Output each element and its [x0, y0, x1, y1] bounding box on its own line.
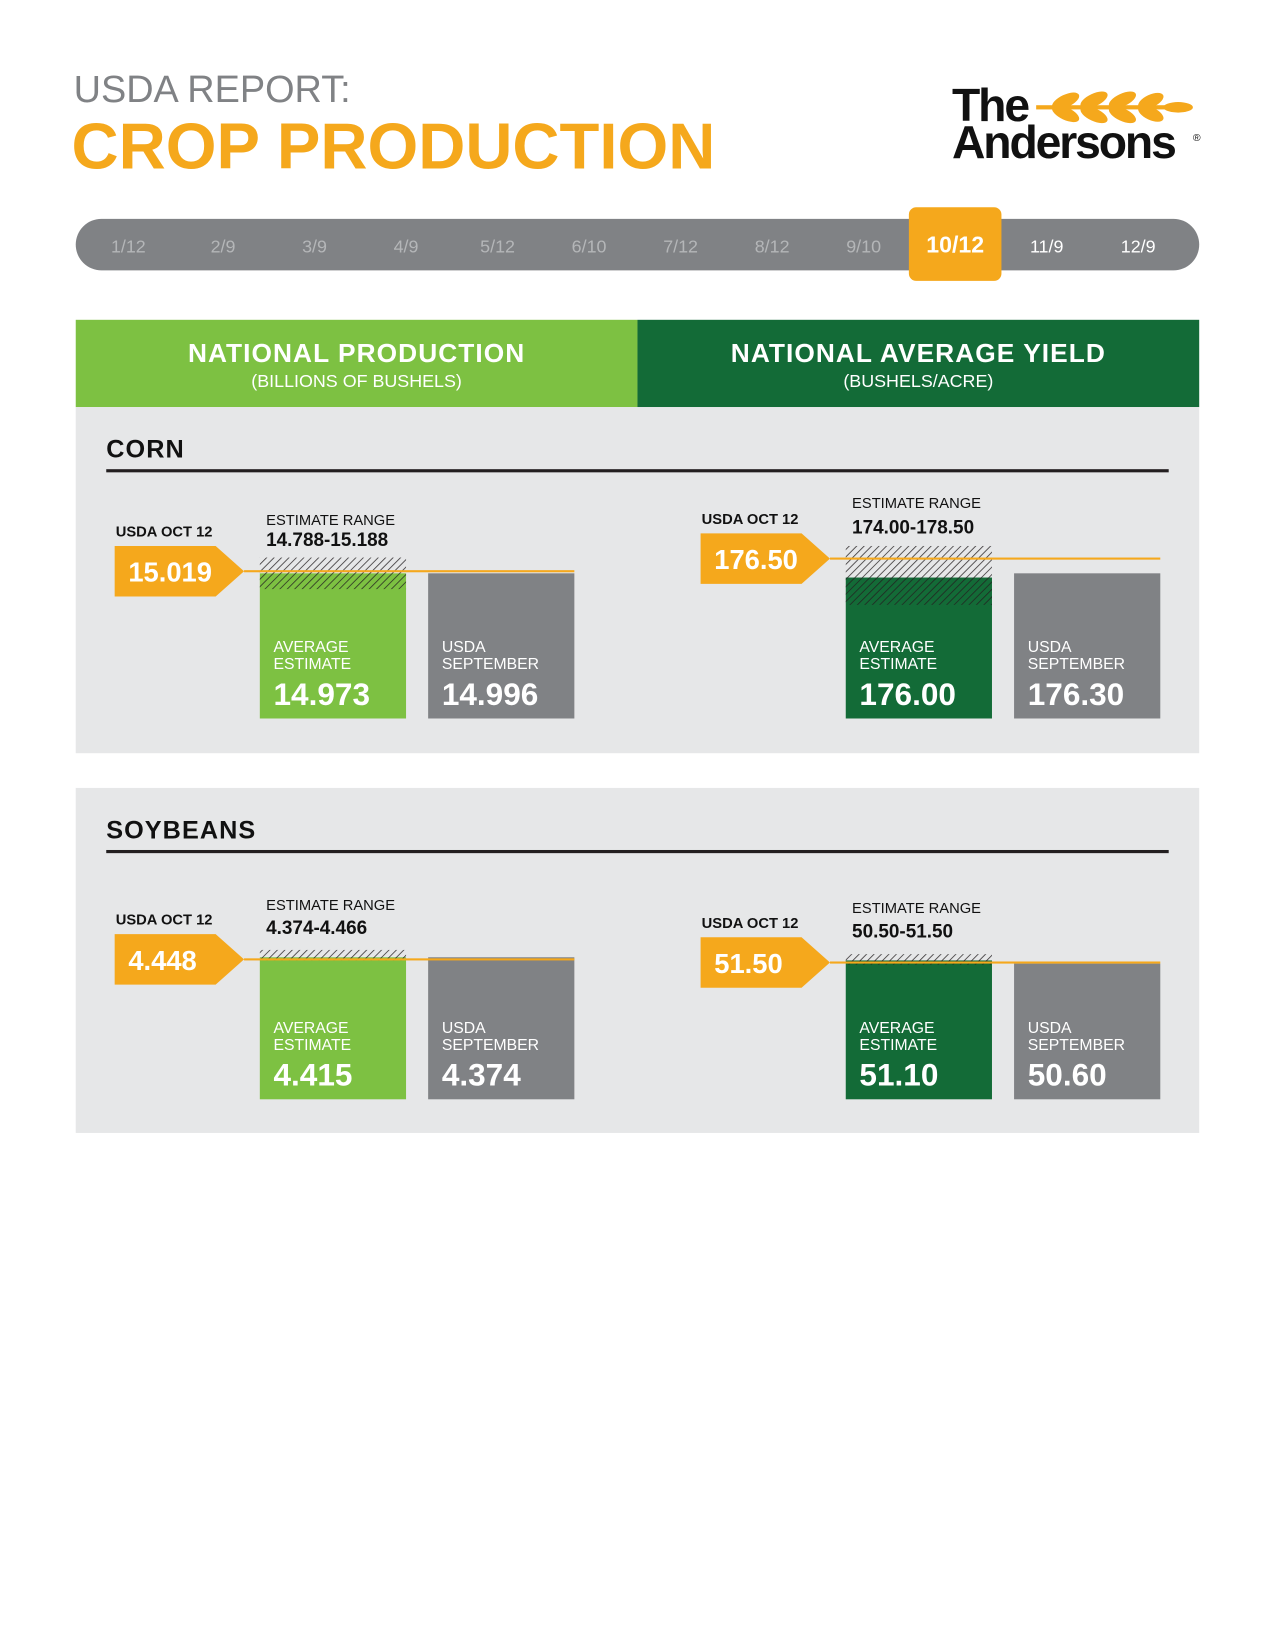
column-title: NATIONAL AVERAGE YIELD [731, 338, 1106, 368]
section-rule [106, 469, 1169, 473]
column-unit: (BUSHELS/ACRE) [843, 371, 993, 391]
panel: 4.448 USDA OCT 12 ESTIMATE RANGE 4.374-4.46… [114, 898, 575, 1100]
usda-september-bar [1014, 963, 1161, 1100]
bar-value: 51.10 [859, 1057, 938, 1093]
usda-line [244, 570, 575, 573]
usda-september-bar [428, 573, 575, 719]
section-title: SOYBEANS [106, 816, 256, 844]
bar-label: USDA [442, 639, 486, 656]
bar-value: 176.00 [859, 676, 956, 712]
bar-label: SEPTEMBER [442, 1037, 539, 1054]
range-label: ESTIMATE RANGE [266, 898, 395, 914]
bar-label: SEPTEMBER [1028, 656, 1125, 673]
usda-line [244, 958, 575, 961]
panel: 51.50 USDA OCT 12 ESTIMATE RANGE 50.50-51.5… [700, 901, 1161, 1100]
range-value: 4.374-4.466 [266, 918, 367, 939]
range-value: 50.50-51.50 [852, 921, 953, 942]
timeline-date: 11/9 [1030, 236, 1064, 256]
timeline-date: 3/9 [302, 236, 327, 256]
column-title: NATIONAL PRODUCTION [188, 338, 525, 368]
timeline-date: 8/12 [755, 236, 790, 256]
timeline-date: 5/12 [480, 236, 515, 256]
usda-arrow [114, 545, 245, 597]
bar-label: AVERAGE [274, 639, 349, 656]
usda-label: USDA OCT 12 [702, 512, 799, 528]
usda-september-bar [428, 957, 575, 1100]
bar-label: ESTIMATE [859, 1037, 937, 1054]
timeline-date: 12/9 [1121, 236, 1156, 256]
column-header [637, 319, 1200, 408]
timeline-date: 1/12 [111, 236, 146, 256]
timeline: 1/12 2/9 3/9 4/9 5/12 6/10 7/12 8/12 9/10 10/12 11… [111, 207, 1156, 281]
timeline-date: 4/9 [394, 236, 419, 256]
timeline-date: 2/9 [211, 236, 236, 256]
timeline-date: 10/12 [926, 231, 984, 257]
title: CROP PRODUCTION [72, 109, 716, 182]
usda-september-bar [1014, 573, 1161, 719]
usda-arrow [114, 934, 245, 985]
panel: 176.50 USDA OCT 12 ESTIMATE RANGE 174.00-17… [700, 496, 1161, 719]
estimate-range-hatch [259, 557, 407, 590]
range-label: ESTIMATE RANGE [852, 901, 981, 917]
usda-value: 176.50 [714, 544, 798, 575]
timeline-date: 7/12 [663, 236, 698, 256]
usda-line [829, 557, 1161, 560]
average-estimate-bar [845, 960, 992, 1100]
bar-value: 176.30 [1028, 676, 1125, 712]
bar-label: USDA [442, 1020, 486, 1037]
range-value: 174.00-178.50 [852, 517, 974, 538]
bar-label: AVERAGE [859, 639, 934, 656]
wheat-icon [1036, 91, 1193, 124]
bar-label: AVERAGE [274, 1020, 349, 1037]
usda-label: USDA OCT 12 [116, 913, 213, 929]
usda-value: 4.448 [128, 945, 196, 976]
active-date-box [908, 207, 1002, 281]
average-estimate-bar [259, 957, 407, 1100]
logo-text: The [952, 79, 1029, 131]
bar-value: 14.996 [442, 676, 539, 712]
section-title: CORN [106, 436, 185, 464]
section-rule [106, 849, 1169, 854]
bar-value: 4.374 [442, 1057, 521, 1093]
usda-line [829, 961, 1161, 964]
panel: 15.019 USDA OCT 12 ESTIMATE RANGE14.788-15… [114, 513, 575, 719]
estimate-range-hatch [845, 954, 992, 965]
usda-arrow [700, 937, 830, 988]
bar-value: 14.973 [274, 676, 371, 712]
bar-value: 4.415 [274, 1057, 353, 1093]
usda-label: USDA OCT 12 [702, 916, 799, 932]
bar-value: 50.60 [1028, 1057, 1107, 1093]
bar-label: ESTIMATE [859, 656, 937, 673]
bar-label: AVERAGE [859, 1020, 934, 1037]
bar-label: USDA [1028, 1020, 1072, 1037]
timeline-date: 9/10 [846, 236, 881, 256]
usda-arrow [700, 533, 830, 584]
average-estimate-bar [259, 573, 407, 719]
bar-label: ESTIMATE [274, 1037, 352, 1054]
estimate-range-hatch [845, 545, 992, 605]
timeline-date: 6/10 [572, 236, 607, 256]
range-label: ESTIMATE RANGE [266, 513, 395, 529]
subtitle: USDA REPORT: [74, 69, 351, 111]
usda-label: USDA OCT 12 [116, 525, 213, 541]
usda-value: 15.019 [128, 557, 212, 588]
bar-label: SEPTEMBER [1028, 1037, 1125, 1054]
usda-value: 51.50 [714, 948, 782, 979]
logo: The Andersons ® [952, 79, 1201, 168]
bar-label: USDA [1028, 639, 1072, 656]
logo-text: Andersons [952, 116, 1175, 168]
bar-label: SEPTEMBER [442, 656, 539, 673]
range-value: 14.788-15.188 [266, 530, 388, 551]
bar-label: ESTIMATE [274, 656, 352, 673]
range-label: ESTIMATE RANGE [852, 496, 981, 512]
column-header [75, 319, 638, 408]
column-unit: (BILLIONS OF BUSHELS) [251, 371, 462, 391]
estimate-range-hatch [259, 949, 407, 961]
logo-mark: ® [1193, 132, 1201, 144]
